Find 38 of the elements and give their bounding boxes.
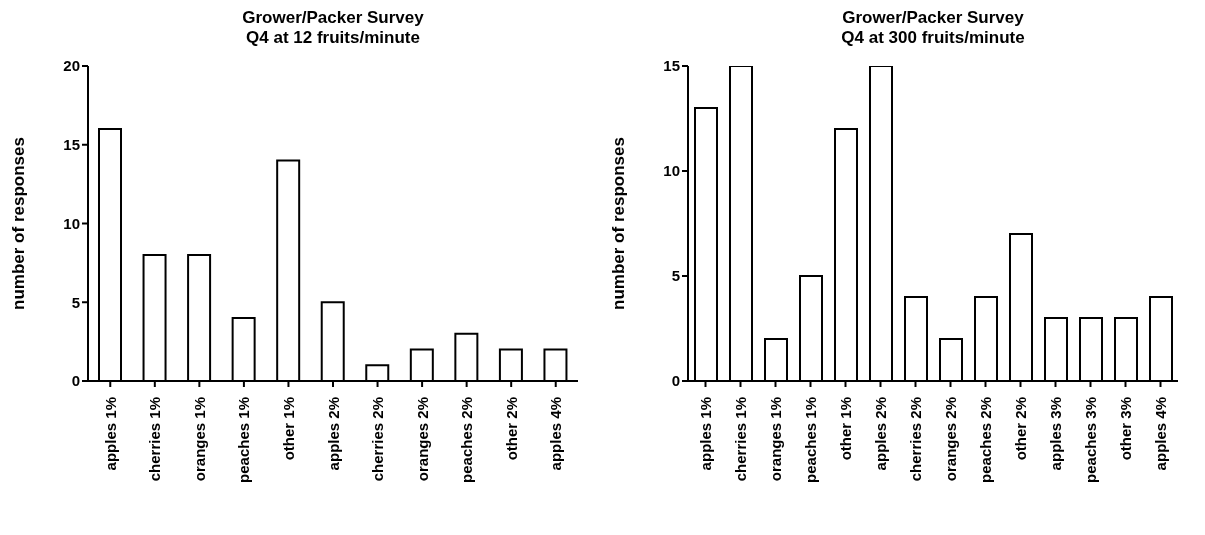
x-tick-label: peaches 2% xyxy=(977,397,994,483)
y-tick-label: 0 xyxy=(671,372,680,390)
x-tick-label: cherries 2% xyxy=(907,397,924,482)
x-tick-label: peaches 1% xyxy=(235,397,253,483)
x-tick-label: peaches 1% xyxy=(802,397,819,483)
x-tick-label: other 3% xyxy=(1117,397,1134,461)
x-tick-label: apples 2% xyxy=(324,397,342,471)
x-tick-label: apples 1% xyxy=(697,397,714,471)
x-tick-label: other 1% xyxy=(837,397,854,461)
x-tick-label: peaches 2% xyxy=(458,397,476,483)
x-tick-label: apples 4% xyxy=(547,397,565,471)
y-axis-title: number of responses xyxy=(9,137,29,310)
x-tick-label: oranges 2% xyxy=(413,397,431,482)
x-tick-label: other 2% xyxy=(1012,397,1029,461)
y-tick-label: 5 xyxy=(71,293,80,311)
x-tick-label: apples 4% xyxy=(1152,397,1169,471)
x-tick-label: apples 3% xyxy=(1047,397,1064,471)
x-tick-label: cherries 1% xyxy=(146,397,164,482)
y-tick-label: 15 xyxy=(663,57,680,75)
x-tick-label: oranges 2% xyxy=(942,397,959,482)
chart-title: Grower/Packer Survey Q4 at 300 fruits/minute xyxy=(840,8,1026,49)
x-tick-label: peaches 3% xyxy=(1082,397,1099,483)
x-tick-label: cherries 2% xyxy=(369,397,387,482)
y-tick-label: 5 xyxy=(671,267,680,285)
y-axis-title: number of responses xyxy=(609,137,629,310)
x-tick-label: apples 1% xyxy=(101,397,119,471)
y-tick-label: 20 xyxy=(63,57,80,75)
y-tick-label: 15 xyxy=(63,136,80,154)
x-tick-label: oranges 1% xyxy=(767,397,784,482)
x-tick-label: other 2% xyxy=(502,397,520,461)
y-tick-label: 0 xyxy=(71,372,80,390)
y-tick-label: 10 xyxy=(663,162,680,180)
x-tick-label: oranges 1% xyxy=(190,397,208,482)
y-tick-label: 10 xyxy=(63,214,80,232)
chart-title: Grower/Packer Survey Q4 at 12 fruits/minute xyxy=(241,8,425,49)
x-tick-label: apples 2% xyxy=(872,397,889,471)
x-tick-label: other 1% xyxy=(279,397,297,461)
x-tick-label: cherries 1% xyxy=(732,397,749,482)
